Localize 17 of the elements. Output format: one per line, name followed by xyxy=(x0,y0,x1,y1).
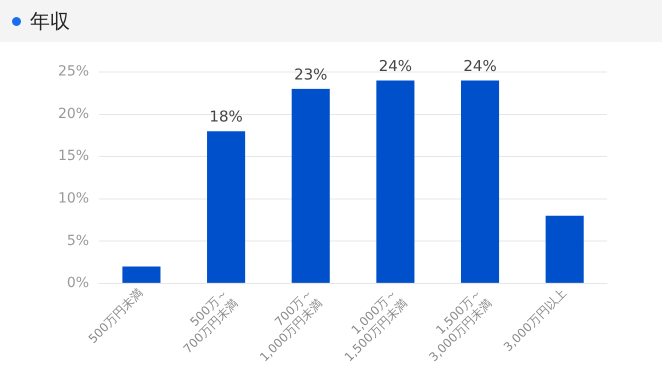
y-tick-label: 10% xyxy=(58,190,90,206)
data-label: 23% xyxy=(294,65,328,84)
y-tick-label: 20% xyxy=(58,106,90,122)
y-tick-label: 25% xyxy=(58,64,90,80)
y-tick-label: 0% xyxy=(66,275,90,292)
bar xyxy=(122,266,160,283)
data-label: 18% xyxy=(209,108,243,126)
bar xyxy=(207,131,246,283)
bar xyxy=(376,80,414,283)
y-tick-label: 15% xyxy=(58,148,90,164)
bar xyxy=(546,216,584,283)
data-label: 24% xyxy=(463,56,497,75)
chart-title: 年収 xyxy=(30,8,70,34)
y-tick-label: 5% xyxy=(66,232,90,249)
bar xyxy=(460,80,500,283)
bar xyxy=(292,88,330,283)
data-label: 24% xyxy=(378,56,412,75)
